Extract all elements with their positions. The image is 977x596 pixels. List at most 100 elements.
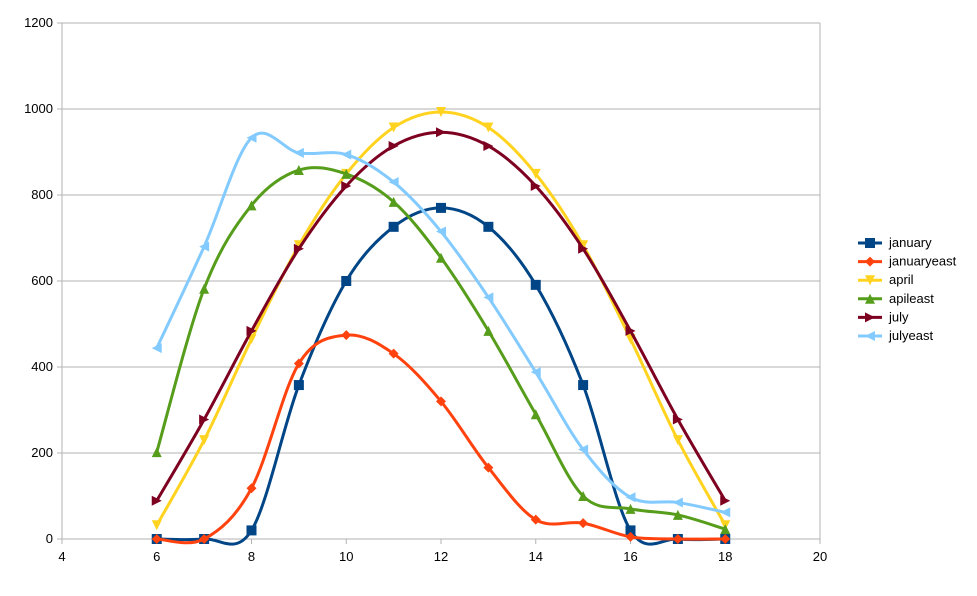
data-point-apileast — [672, 509, 683, 520]
data-point-julyeast — [293, 147, 304, 158]
data-point-july — [151, 495, 162, 506]
data-point-january — [483, 221, 494, 232]
legend-label: julyeast — [888, 328, 933, 343]
legend: january januaryeast april apileast july julye… — [858, 235, 957, 343]
data-point-apileast — [199, 283, 210, 294]
legend-entry-january: january — [858, 235, 932, 250]
legend-marker — [865, 293, 875, 304]
data-point-january — [388, 221, 399, 232]
x-tick-label: 18 — [718, 549, 732, 564]
data-point-apileast — [151, 447, 162, 458]
series-lines — [151, 107, 731, 546]
x-tick-label: 8 — [248, 549, 255, 564]
data-point-januaryeast — [341, 330, 352, 341]
data-point-januaryeast — [625, 531, 636, 542]
data-point-april — [199, 435, 210, 446]
legend-entry-januaryeast: januaryeast — [858, 254, 957, 269]
y-tick-label: 600 — [31, 273, 53, 288]
legend-label: april — [889, 272, 914, 287]
data-point-apileast — [388, 196, 399, 207]
series-april — [151, 107, 731, 531]
x-tick-label: 6 — [153, 549, 160, 564]
data-point-julyeast — [625, 492, 636, 503]
data-point-januaryeast — [199, 534, 210, 544]
data-point-julyeast — [436, 226, 446, 237]
data-point-january — [436, 202, 446, 213]
data-point-julyeast — [199, 241, 210, 252]
data-point-januaryeast — [388, 348, 399, 359]
legend-marker — [865, 238, 875, 248]
data-point-january — [578, 380, 589, 391]
data-point-apileast — [483, 325, 494, 336]
x-tick-label: 4 — [58, 549, 65, 564]
data-point-julyeast — [388, 177, 399, 188]
data-point-januaryeast — [151, 534, 162, 544]
data-point-july — [341, 180, 352, 191]
legend-label: januaryeast — [888, 254, 957, 269]
grid — [62, 22, 820, 540]
data-point-january — [530, 279, 541, 290]
legend-marker — [865, 275, 875, 286]
data-point-julyeast — [151, 343, 162, 354]
data-point-julyeast — [246, 132, 257, 143]
data-point-july — [436, 127, 446, 138]
data-point-apileast — [436, 252, 446, 263]
data-point-januaryeast — [720, 534, 731, 544]
data-point-julyeast — [483, 292, 494, 303]
x-tick-label: 20 — [813, 549, 827, 564]
y-tick-label: 1200 — [24, 15, 53, 30]
x-tick-label: 14 — [529, 549, 543, 564]
series-july — [151, 127, 731, 506]
series-line-julyeast — [155, 131, 727, 514]
data-point-apileast — [530, 409, 541, 420]
legend-entry-april: april — [858, 272, 914, 287]
y-tick-label: 400 — [31, 359, 53, 374]
legend-marker — [865, 331, 875, 341]
series-julyeast — [151, 131, 731, 518]
legend-label: july — [888, 309, 909, 324]
legend-label: apileast — [889, 291, 934, 306]
series-januaryeast — [151, 330, 731, 545]
axes: 0 200 400 600 800 1000 1200 4 6 8 10 12 14 16 18 20 — [24, 15, 827, 564]
legend-entry-apileast: apileast — [858, 291, 934, 306]
y-tick-label: 800 — [31, 187, 53, 202]
data-point-januaryeast — [436, 396, 446, 407]
data-point-julyeast — [672, 497, 683, 508]
data-point-julyeast — [578, 444, 589, 455]
data-point-april — [672, 435, 683, 446]
data-point-julyeast — [530, 367, 541, 378]
legend-marker — [865, 312, 875, 323]
data-point-july — [530, 180, 541, 191]
data-point-januaryeast — [672, 534, 683, 544]
data-point-januaryeast — [578, 518, 589, 529]
data-point-july — [388, 140, 399, 151]
series-line-april — [155, 110, 727, 527]
y-tick-label: 200 — [31, 445, 53, 460]
legend-label: january — [888, 235, 932, 250]
data-point-july — [672, 414, 683, 425]
data-point-januaryeast — [293, 358, 304, 369]
legend-marker — [865, 256, 875, 267]
data-point-july — [625, 325, 636, 336]
data-point-july — [483, 140, 494, 151]
data-point-july — [199, 414, 210, 425]
legend-entry-julyeast: julyeast — [858, 328, 933, 343]
data-point-julyeast — [341, 149, 352, 160]
data-point-april — [388, 122, 399, 133]
data-point-apileast — [625, 503, 636, 514]
data-point-april — [436, 107, 446, 118]
y-tick-label: 1000 — [24, 101, 53, 116]
data-point-april — [530, 168, 541, 179]
data-point-january — [246, 525, 257, 536]
data-point-july — [720, 495, 731, 506]
data-point-januaryeast — [530, 514, 541, 525]
data-point-january — [625, 525, 636, 536]
data-point-january — [293, 380, 304, 391]
data-point-april — [483, 122, 494, 133]
legend-entry-july: july — [858, 309, 909, 324]
x-tick-label: 12 — [434, 549, 448, 564]
data-point-apileast — [341, 168, 352, 179]
data-point-julyeast — [720, 507, 731, 518]
data-point-january — [341, 276, 352, 286]
x-tick-label: 10 — [339, 549, 353, 564]
